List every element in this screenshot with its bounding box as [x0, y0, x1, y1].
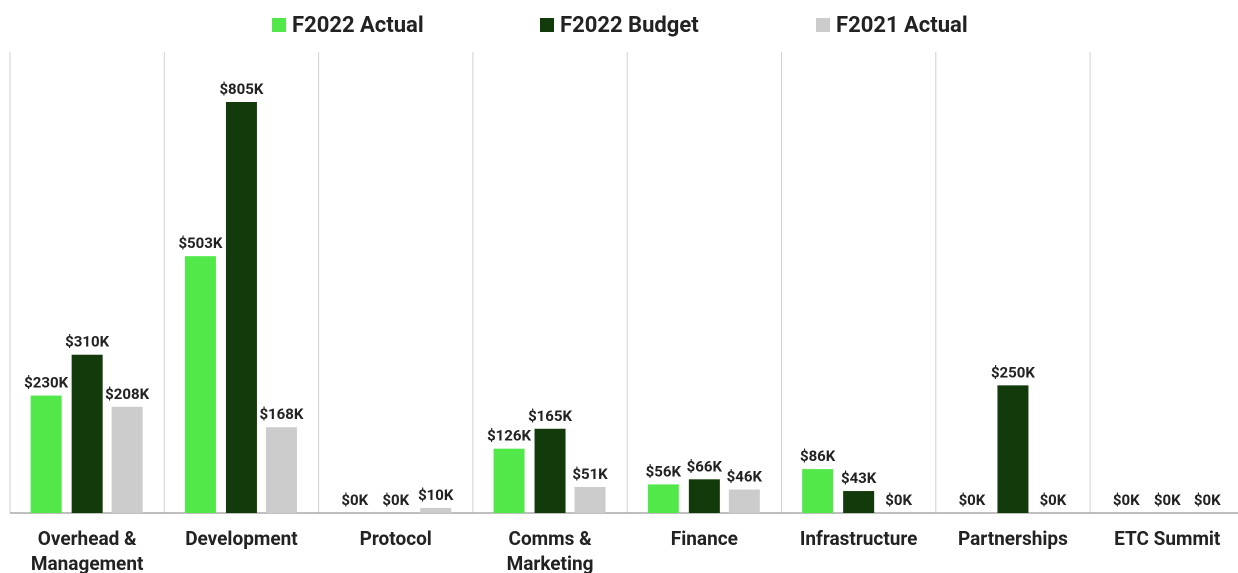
- value-label: $805K: [219, 80, 263, 98]
- x-tick-label: ETC Summit: [1114, 527, 1221, 550]
- x-tick-label: Development: [185, 527, 298, 550]
- value-label: $250K: [991, 363, 1035, 381]
- bar: [728, 489, 760, 513]
- value-label: $51K: [572, 465, 608, 483]
- value-label: $208K: [105, 385, 149, 403]
- x-tick-label: Overhead & Management: [30, 527, 144, 573]
- x-tick-label: Comms & Marketing: [506, 527, 594, 573]
- bar: [420, 507, 452, 513]
- legend-label: F2022 Actual: [292, 13, 424, 38]
- legend-swatch: [816, 18, 830, 32]
- bar: [997, 385, 1029, 513]
- bar: [802, 469, 834, 513]
- value-label: $503K: [178, 234, 222, 252]
- value-label: $126K: [487, 427, 531, 445]
- value-label: $0K: [341, 491, 368, 509]
- x-tick-label: Infrastructure: [799, 527, 918, 550]
- legend-swatch: [540, 18, 554, 32]
- value-label: $310K: [65, 333, 109, 351]
- value-label: $43K: [841, 469, 877, 487]
- x-tick-label: Finance: [670, 527, 738, 550]
- bar: [574, 486, 606, 513]
- value-label: $0K: [1113, 491, 1140, 509]
- bar: [647, 484, 679, 513]
- value-label: $56K: [646, 462, 682, 480]
- value-label: $86K: [800, 447, 836, 465]
- bar: [111, 406, 143, 513]
- legend-label: F2021 Actual: [836, 13, 968, 38]
- value-label: $0K: [1040, 491, 1067, 509]
- value-label: $0K: [1194, 491, 1221, 509]
- bar: [265, 427, 297, 513]
- bar: [493, 448, 525, 513]
- value-label: $46K: [727, 468, 763, 486]
- value-label: $165K: [528, 407, 572, 425]
- value-label: $66K: [687, 457, 723, 475]
- value-label: $0K: [382, 491, 409, 509]
- x-tick-label: Partnerships: [957, 527, 1068, 550]
- bar: [534, 428, 566, 513]
- bar: [225, 102, 257, 513]
- value-label: $168K: [259, 405, 303, 423]
- bar: [843, 491, 875, 513]
- value-label: $230K: [24, 374, 68, 392]
- bar: [30, 395, 62, 513]
- value-label: $0K: [1154, 491, 1181, 509]
- legend-swatch: [272, 18, 286, 32]
- x-tick-label: Protocol: [359, 527, 432, 550]
- value-label: $0K: [885, 491, 912, 509]
- bar: [184, 256, 216, 513]
- legend-label: F2022 Budget: [560, 13, 699, 38]
- value-label: $0K: [959, 491, 986, 509]
- bar: [71, 354, 103, 513]
- bar: [688, 479, 720, 513]
- value-label: $10K: [418, 486, 454, 504]
